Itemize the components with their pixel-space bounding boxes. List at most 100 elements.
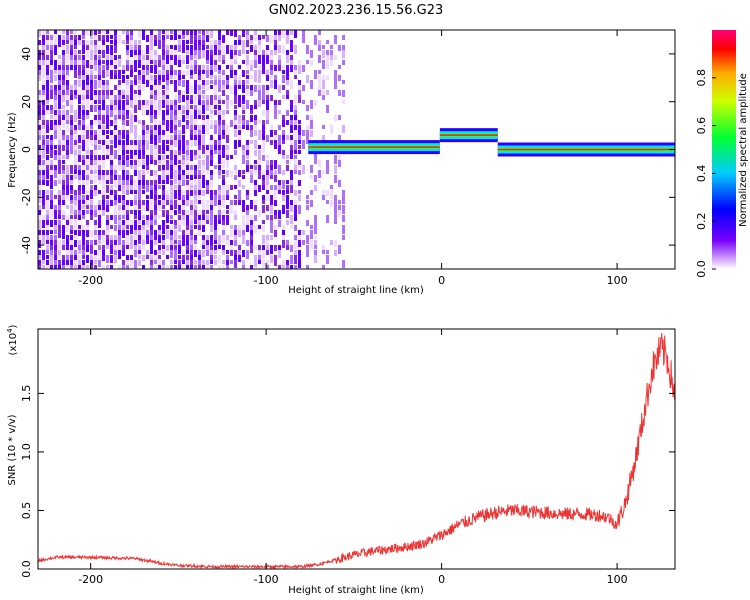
- spectrogram-cell: [98, 120, 101, 125]
- spectrogram-cell: [194, 125, 197, 130]
- spectrogram-cell: [338, 160, 341, 167]
- spectrogram-cell: [334, 85, 337, 89]
- spectrogram-cell: [106, 240, 109, 246]
- spectrogram-cell: [282, 225, 285, 231]
- spectrogram-cell: [110, 200, 113, 206]
- spectrogram-cell: [154, 185, 157, 193]
- spectrogram-cell: [322, 170, 325, 174]
- spectrogram-cell: [278, 185, 281, 192]
- spectrogram-cell: [230, 60, 233, 67]
- spectrogram-cell: [82, 195, 85, 201]
- spectrogram-cell: [154, 175, 157, 184]
- spectrogram-cell: [162, 130, 165, 135]
- spectrogram-cell: [266, 75, 269, 81]
- spectrogram-cell: [46, 240, 49, 244]
- spectrogram-cell: [246, 205, 249, 212]
- spectrogram-cell: [190, 110, 193, 117]
- spectrogram-cell: [118, 35, 121, 43]
- spectrogram-cell: [114, 40, 117, 49]
- spectrogram-cell: [338, 75, 341, 81]
- spectrogram-cell: [314, 240, 317, 248]
- spectrogram-cell: [286, 240, 289, 247]
- spectrogram-cell: [170, 155, 173, 161]
- spectrogram-cell: [278, 60, 281, 67]
- spectrogram-cell: [182, 150, 185, 154]
- spectrogram-cell: [82, 85, 85, 91]
- spectrogram-cell: [242, 235, 245, 244]
- spectrogram-cell: [142, 205, 145, 211]
- spectrogram-cell: [214, 130, 217, 134]
- spectrogram-cell: [218, 220, 221, 224]
- spectrogram-cell: [138, 45, 141, 53]
- spectrogram-cell: [146, 35, 149, 42]
- spectrogram-cell: [62, 130, 65, 135]
- spectrogram-cell: [138, 100, 141, 107]
- spectrogram-cell: [126, 90, 129, 97]
- spectrogram-cell: [94, 265, 97, 269]
- spectrogram-cell: [190, 130, 193, 139]
- spectrogram-cell: [166, 225, 169, 229]
- spectrogram-cell: [154, 215, 157, 221]
- spectrogram-cell: [274, 175, 277, 182]
- spectrogram-cell: [194, 170, 197, 175]
- spectrogram-cell: [90, 90, 93, 96]
- spectrogram-cell: [190, 50, 193, 56]
- spectrogram-cell: [342, 205, 345, 214]
- spectrogram-cell: [114, 55, 117, 61]
- spectrogram-cell: [118, 205, 121, 214]
- spectrogram-cell: [90, 240, 93, 247]
- spectrogram-cell: [302, 100, 305, 104]
- spectrogram-cell: [266, 215, 269, 220]
- spectrogram-cell: [106, 180, 109, 184]
- spectrogram-cell: [154, 50, 157, 55]
- spectrogram-cell: [106, 155, 109, 159]
- spectrogram-cell: [254, 225, 257, 233]
- spectrogram-cell: [194, 105, 197, 114]
- spectrogram-cell: [114, 120, 117, 124]
- spectrogram-cell: [250, 90, 253, 96]
- spectrogram-cell: [166, 135, 169, 140]
- spectrogram-cell: [286, 220, 289, 225]
- spectrogram-cell: [166, 50, 169, 58]
- spectrogram-cell: [206, 55, 209, 63]
- spectrogram-cell: [150, 190, 153, 199]
- spectrogram-cell: [222, 80, 225, 85]
- spectrogram-cell: [90, 205, 93, 214]
- spectrogram-cell: [90, 175, 93, 182]
- spectrogram-cell: [114, 180, 117, 188]
- spectrogram-cell: [38, 100, 41, 109]
- spectrogram-cell: [42, 230, 45, 235]
- spectrogram-cell: [190, 265, 193, 269]
- spectrogram-cell: [230, 70, 233, 78]
- spectrogram-cell: [154, 80, 157, 89]
- spectrogram-cell: [82, 145, 85, 151]
- spectrogram-cell: [286, 65, 289, 74]
- spectrogram-cell: [70, 55, 73, 60]
- spectrogram-cell: [62, 145, 65, 151]
- spectrogram-cell: [202, 145, 205, 154]
- spectrogram-cell: [186, 265, 189, 269]
- spectrogram-cell: [114, 235, 117, 241]
- spectrogram-cell: [290, 150, 293, 159]
- spectrogram-cell: [218, 50, 221, 56]
- spectrogram-cell: [162, 260, 165, 269]
- spectrogram-cell: [286, 110, 289, 116]
- spectrogram-cell: [206, 100, 209, 106]
- spectrogram-cell: [142, 105, 145, 111]
- spectrogram-cell: [82, 245, 85, 250]
- spectrogram-cell: [150, 35, 153, 42]
- spectrogram-cell: [258, 50, 261, 56]
- spectrogram-cell: [62, 235, 65, 239]
- colorbar-label: Normalized spectral amplitude: [738, 73, 749, 227]
- spectrogram-cell: [266, 85, 269, 90]
- spectrogram-cell: [266, 240, 269, 248]
- spectrogram-cell: [342, 235, 345, 240]
- spectrogram-cell: [46, 75, 49, 80]
- spectrogram-cell: [226, 95, 229, 101]
- spectrogram-cell: [202, 265, 205, 269]
- spectrogram-cell: [266, 95, 269, 103]
- spectrogram-cell: [134, 115, 137, 122]
- spectrogram-cell: [126, 85, 129, 89]
- spectrogram-cell: [118, 215, 121, 223]
- spectrogram-cell: [82, 130, 85, 137]
